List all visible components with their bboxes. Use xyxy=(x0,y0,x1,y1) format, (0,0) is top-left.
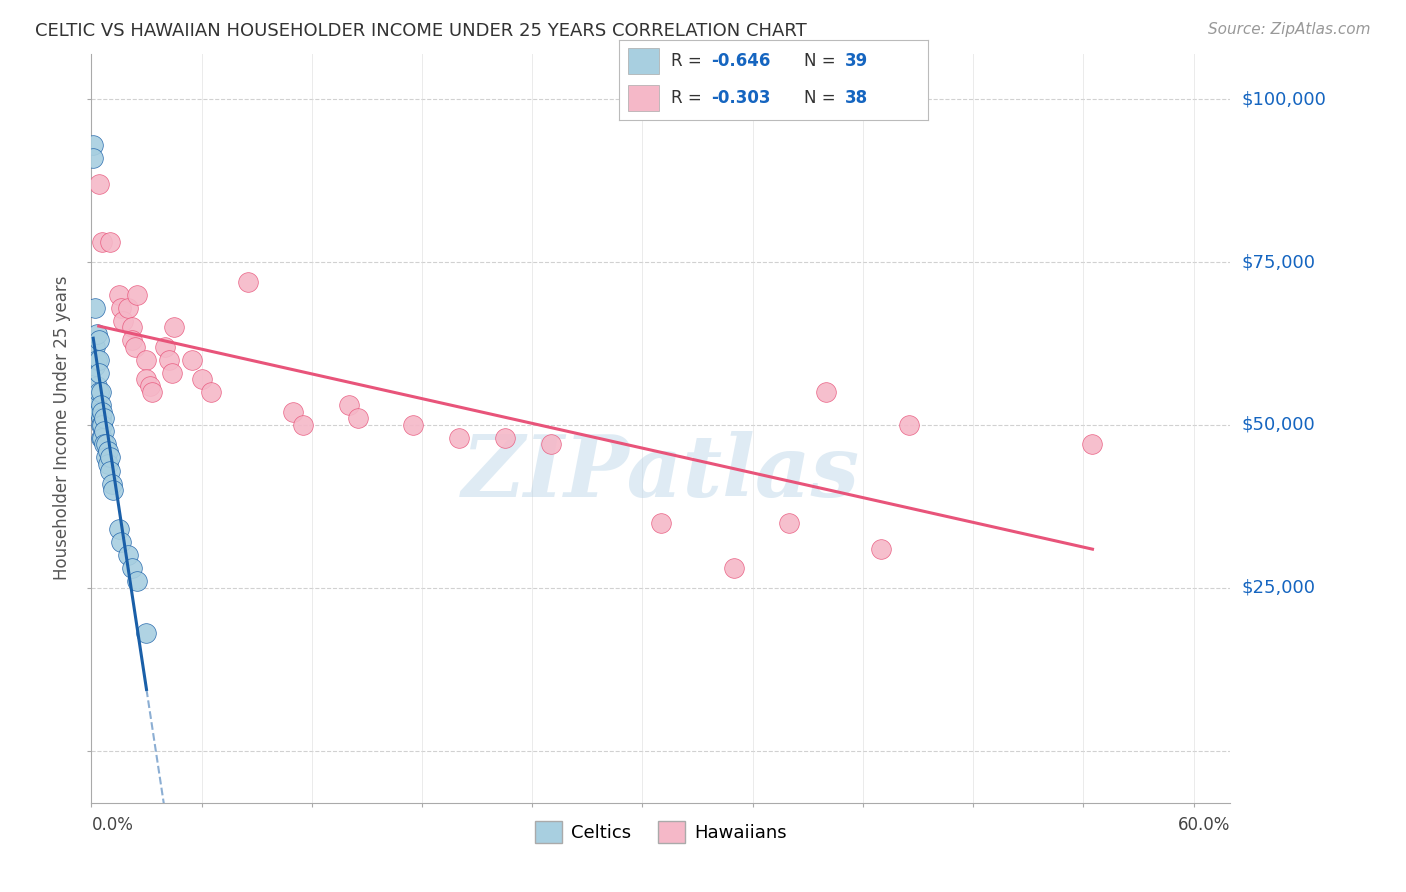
Point xyxy=(91,235,114,250)
Text: $100,000: $100,000 xyxy=(1241,90,1326,108)
Point xyxy=(90,411,112,425)
Text: R =: R = xyxy=(671,52,707,70)
Point xyxy=(135,626,157,640)
Point xyxy=(163,320,186,334)
Point xyxy=(127,574,149,589)
Text: $25,000: $25,000 xyxy=(1241,579,1315,597)
Y-axis label: Householder Income Under 25 years: Householder Income Under 25 years xyxy=(53,276,72,581)
Point xyxy=(291,417,314,432)
Point xyxy=(82,137,104,152)
Point xyxy=(181,352,204,367)
Legend: Celtics, Hawaiians: Celtics, Hawaiians xyxy=(527,814,794,850)
Point xyxy=(337,398,360,412)
Text: 38: 38 xyxy=(845,89,868,107)
Bar xyxy=(628,85,659,111)
Point xyxy=(100,476,122,491)
Point xyxy=(124,340,146,354)
Point xyxy=(91,405,114,419)
Point xyxy=(90,417,112,432)
Point xyxy=(117,301,139,315)
Point xyxy=(402,417,425,432)
Text: N =: N = xyxy=(804,52,841,70)
Text: $75,000: $75,000 xyxy=(1241,253,1315,271)
Point xyxy=(98,463,121,477)
Point xyxy=(1081,437,1104,451)
Point xyxy=(135,372,157,386)
Point xyxy=(346,411,368,425)
Text: CELTIC VS HAWAIIAN HOUSEHOLDER INCOME UNDER 25 YEARS CORRELATION CHART: CELTIC VS HAWAIIAN HOUSEHOLDER INCOME UN… xyxy=(35,22,807,40)
Point xyxy=(121,333,143,347)
Point xyxy=(135,352,157,367)
Point xyxy=(121,561,143,575)
Text: -0.646: -0.646 xyxy=(711,52,770,70)
Point xyxy=(87,385,110,400)
Bar xyxy=(628,48,659,74)
Text: 39: 39 xyxy=(845,52,868,70)
Point xyxy=(117,548,139,562)
Point xyxy=(139,379,162,393)
Point xyxy=(98,235,121,250)
Text: 0.0%: 0.0% xyxy=(91,816,134,834)
Text: -0.303: -0.303 xyxy=(711,89,770,107)
Point xyxy=(91,417,114,432)
Point xyxy=(494,431,516,445)
Point xyxy=(93,425,115,439)
Point xyxy=(897,417,920,432)
Point xyxy=(87,352,110,367)
Point xyxy=(200,385,222,400)
Point xyxy=(111,313,134,327)
Point xyxy=(97,444,120,458)
Point xyxy=(84,301,107,315)
Point xyxy=(91,431,114,445)
Point xyxy=(723,561,745,575)
Point xyxy=(110,301,132,315)
Point xyxy=(90,385,112,400)
Point xyxy=(236,275,259,289)
Point xyxy=(90,398,112,412)
Point xyxy=(650,516,672,530)
Point xyxy=(87,405,110,419)
Text: R =: R = xyxy=(671,89,707,107)
Point xyxy=(90,431,112,445)
Point xyxy=(190,372,212,386)
Point xyxy=(121,320,143,334)
Point xyxy=(815,385,838,400)
Point xyxy=(98,450,121,465)
Point xyxy=(141,385,163,400)
Point xyxy=(94,450,117,465)
Point xyxy=(110,535,132,549)
Point xyxy=(86,352,108,367)
Point xyxy=(94,437,117,451)
Point xyxy=(87,333,110,347)
Point xyxy=(86,326,108,341)
Point xyxy=(870,541,893,556)
Text: 60.0%: 60.0% xyxy=(1178,816,1230,834)
Point xyxy=(86,379,108,393)
Point xyxy=(108,287,131,301)
Point xyxy=(127,287,149,301)
Point xyxy=(283,405,305,419)
Text: Source: ZipAtlas.com: Source: ZipAtlas.com xyxy=(1208,22,1371,37)
Point xyxy=(87,366,110,380)
Point xyxy=(778,516,800,530)
Text: N =: N = xyxy=(804,89,841,107)
Point xyxy=(153,340,176,354)
Point xyxy=(103,483,125,497)
Point xyxy=(108,522,131,536)
Point xyxy=(97,457,120,471)
Point xyxy=(86,398,108,412)
Point xyxy=(84,359,107,374)
Point xyxy=(160,366,183,380)
Point xyxy=(93,411,115,425)
Point xyxy=(157,352,180,367)
Point xyxy=(540,437,562,451)
Point xyxy=(93,437,115,451)
Text: $50,000: $50,000 xyxy=(1241,416,1315,434)
Point xyxy=(82,151,104,165)
Point xyxy=(84,340,107,354)
Point xyxy=(87,177,110,191)
Text: ZIPatlas: ZIPatlas xyxy=(461,432,860,515)
Point xyxy=(447,431,470,445)
